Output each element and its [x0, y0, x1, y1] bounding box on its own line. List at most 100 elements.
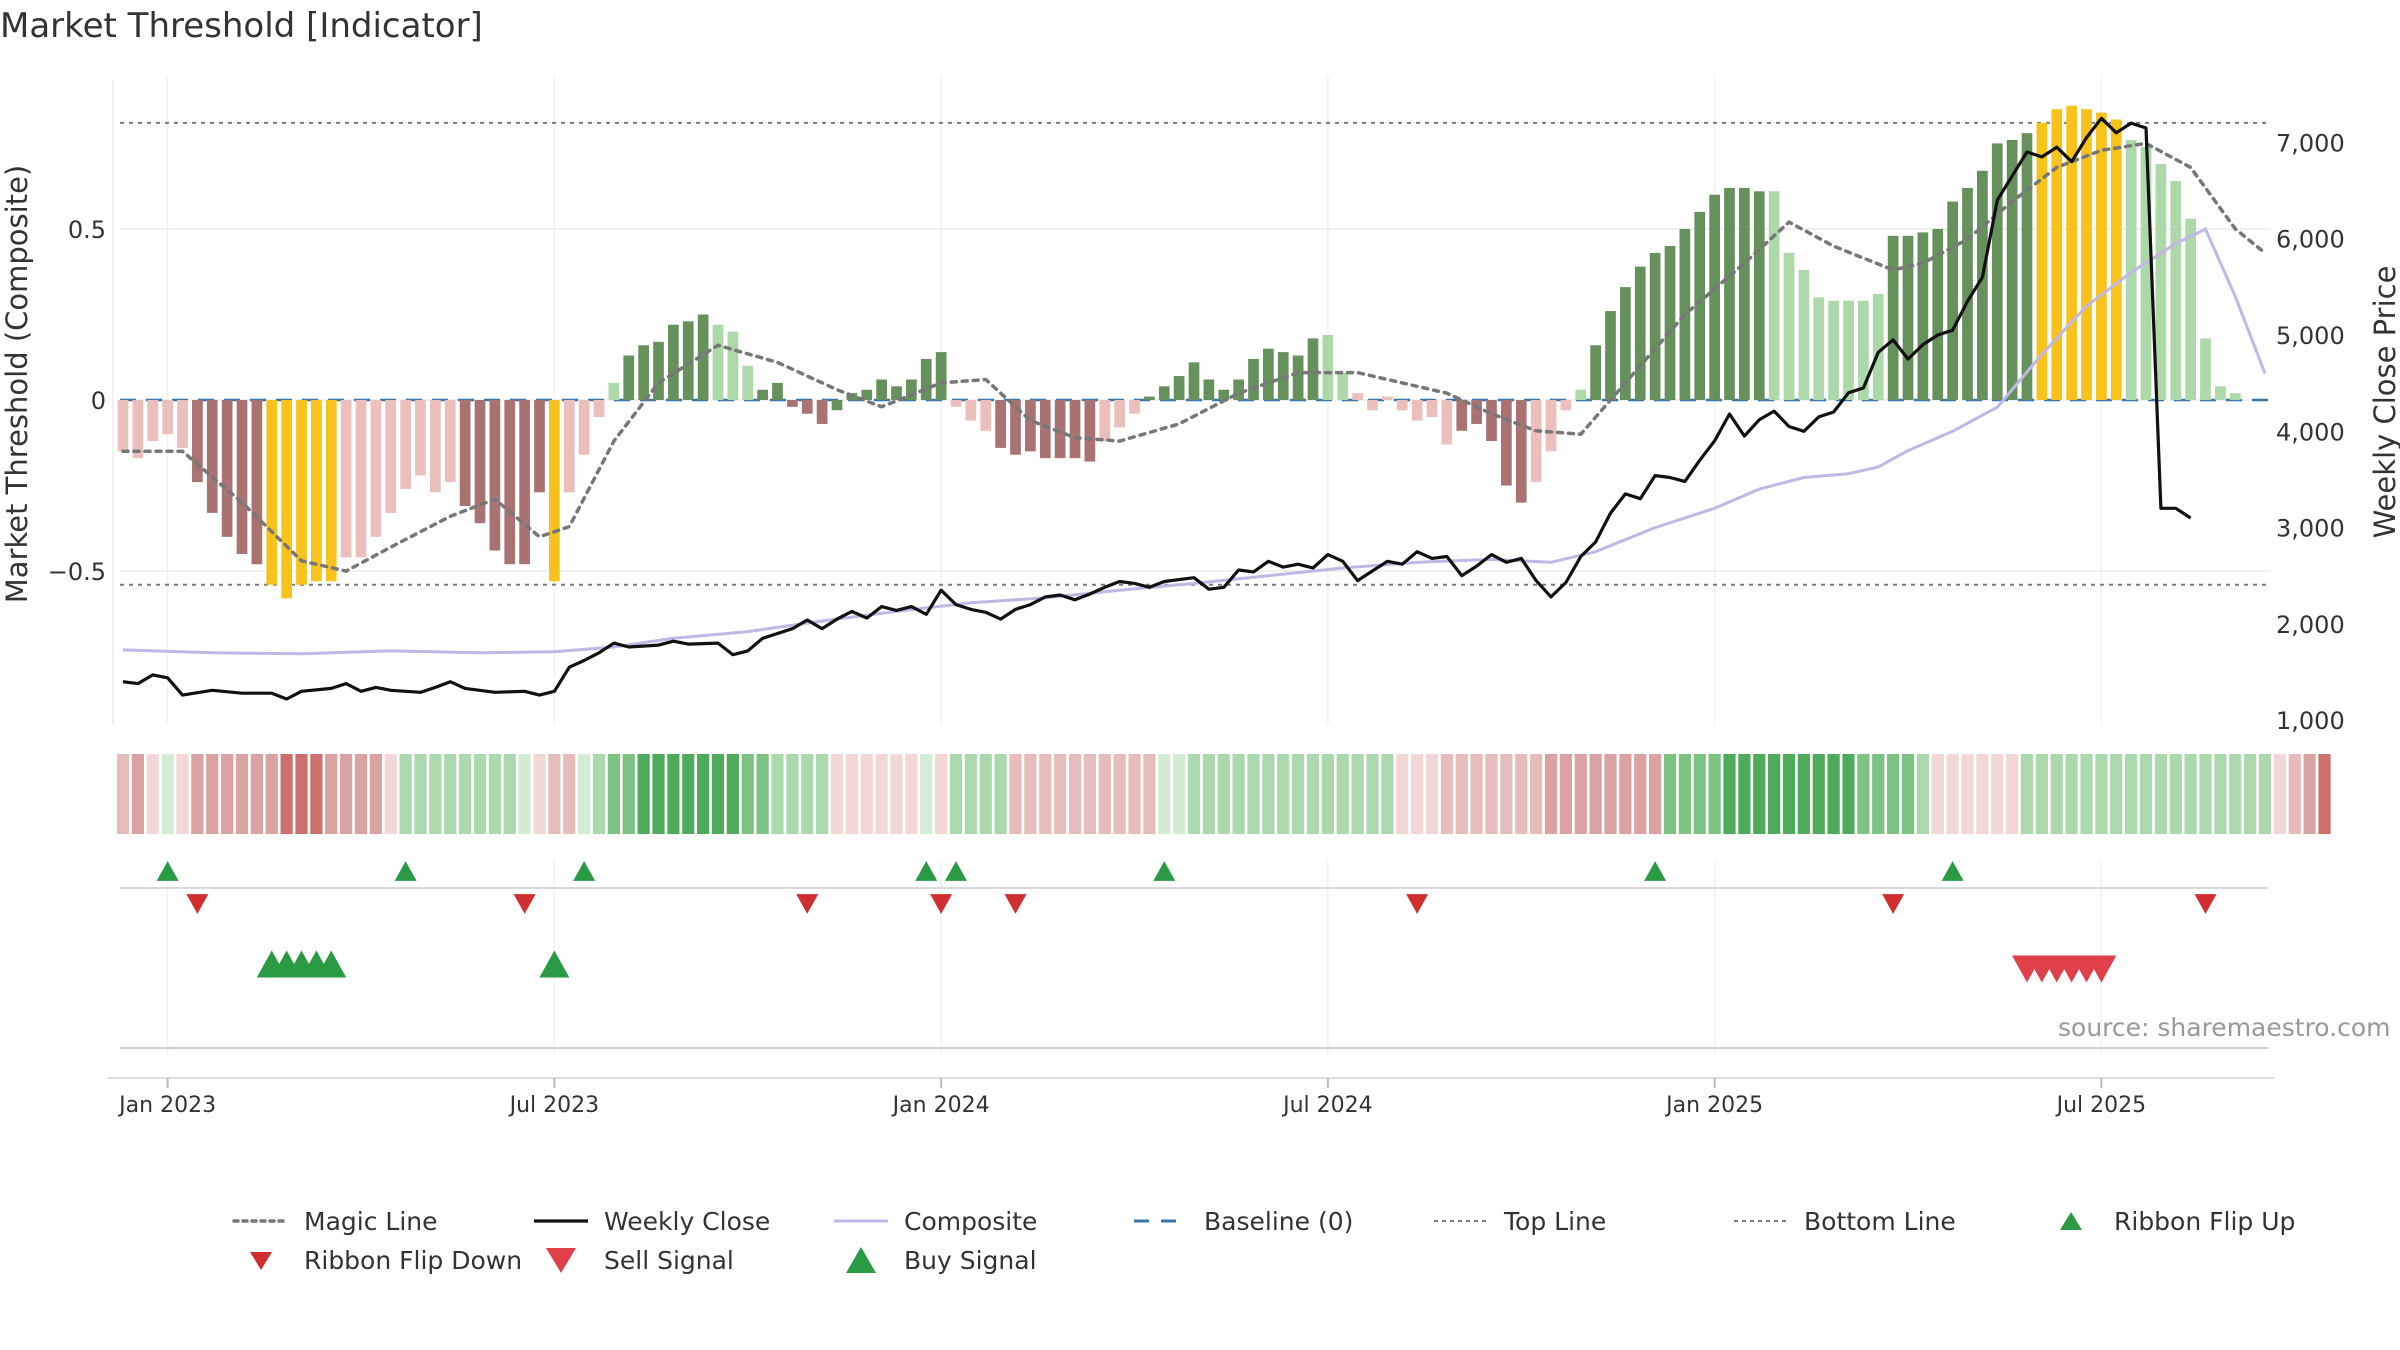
ribbon-cell	[816, 754, 829, 834]
axes: 0.5 0 −0.5 7,000 6,000 5,000 4,000 3,000 2,000 1,…	[48, 80, 2345, 735]
composite-bar	[385, 400, 397, 513]
y-tick-label-left: 0	[91, 387, 106, 415]
ribbon-cell	[756, 754, 769, 834]
composite-bar	[444, 400, 456, 483]
composite-bar	[935, 352, 947, 400]
y-tick-label-right: 3,000	[2276, 515, 2345, 543]
composite-bar	[995, 400, 1006, 448]
chart-title: Market Threshold [Indicator]	[0, 6, 483, 46]
ribbon-cell	[1500, 754, 1513, 834]
composite-bar	[325, 400, 337, 582]
composite-bar	[1962, 187, 1973, 400]
ribbon-cell	[473, 754, 487, 834]
composite-bar	[1560, 400, 1572, 411]
magic-line	[121, 141, 2267, 573]
composite-bar	[415, 400, 426, 476]
ribbon-cell	[1381, 754, 1394, 834]
ribbon-cell	[459, 754, 472, 834]
composite-bar	[1069, 400, 1081, 459]
composite-bar	[2215, 386, 2226, 400]
composite-bar	[1144, 396, 1155, 400]
composite-bar	[1337, 372, 1349, 400]
ribbon-cell	[920, 754, 933, 834]
composite-bar	[638, 345, 649, 400]
composite-bar	[1292, 355, 1304, 400]
composite-bar	[1173, 376, 1185, 400]
ribbon-cell	[726, 754, 739, 834]
ribbon-cell	[1232, 754, 1245, 834]
composite-bar	[1158, 386, 1170, 400]
composite-bar	[1991, 143, 2003, 400]
composite-bar	[772, 382, 783, 400]
ribbon-cell	[1976, 754, 1989, 834]
composite-bar	[2021, 133, 2033, 400]
ribbon-flip-down-marker	[2194, 894, 2217, 914]
legend-item-flipdown: Ribbon Flip Down	[230, 1242, 522, 1278]
ribbon-cell	[2214, 754, 2227, 834]
ribbon-cell	[1158, 754, 1171, 834]
composite-bar	[1649, 252, 1661, 400]
ribbon-cell	[2229, 754, 2242, 834]
composite-bar	[682, 321, 694, 400]
ribbon-cell	[1113, 754, 1126, 834]
sell-signal-marker	[2086, 955, 2117, 983]
composite-bar	[192, 400, 203, 483]
legend-item-buy: Buy Signal	[830, 1242, 1037, 1278]
composite-bar	[1367, 400, 1378, 411]
ribbon-cell	[1515, 754, 1528, 834]
composite-bar	[1218, 389, 1230, 400]
composite-bar	[668, 324, 679, 400]
ribbon-cell	[682, 754, 695, 834]
ribbon-cell	[235, 754, 249, 834]
ribbon-cell	[1187, 754, 1201, 834]
composite-bar	[1887, 235, 1899, 400]
composite-bar	[623, 355, 635, 400]
composite-bar	[1307, 338, 1319, 400]
composite-bar	[296, 400, 307, 585]
composite-bar	[653, 341, 664, 400]
legend-marker-bottom	[1734, 1220, 1788, 1222]
legend-label: Top Line	[1504, 1206, 1607, 1236]
ribbon-flip-up-marker	[1941, 861, 1964, 881]
composite-bar	[1486, 400, 1497, 442]
ribbon-cell	[533, 754, 546, 834]
composite-bar	[1263, 348, 1274, 400]
ribbon-cell	[310, 754, 323, 834]
composite-bar	[1917, 232, 1929, 400]
ribbon-cell	[1440, 754, 1453, 834]
ribbon-cell	[845, 754, 858, 834]
ribbon-cell	[1782, 754, 1796, 834]
composite-bar	[1471, 400, 1482, 424]
ribbon-cell	[1143, 754, 1156, 834]
ribbon-cell	[2184, 754, 2197, 834]
ribbon-cell	[1425, 754, 1439, 834]
ribbon-cell	[1277, 754, 1290, 834]
composite-bar	[2110, 119, 2122, 400]
ribbon-cell	[1128, 754, 1141, 834]
ribbon-cell	[116, 754, 130, 834]
ribbon-cell	[340, 754, 353, 834]
ribbon-cell	[444, 754, 457, 834]
ribbon-cell	[1455, 754, 1468, 834]
composite-bar	[950, 400, 962, 407]
ribbon-cell	[935, 754, 948, 834]
composite-bar	[1129, 400, 1140, 414]
composite-bar	[2066, 105, 2077, 400]
composite-bar	[563, 400, 575, 493]
composite-bar	[1411, 400, 1423, 421]
ribbon-cell	[1470, 754, 1483, 834]
ribbon-cell	[429, 754, 442, 834]
ribbon-cell	[1024, 754, 1037, 834]
ribbon-cell	[1619, 754, 1632, 834]
legend-marker-flipup	[2060, 1212, 2082, 1230]
ribbon-cell	[622, 754, 635, 834]
composite-bar	[2081, 109, 2092, 401]
ribbon-cell	[2199, 754, 2212, 834]
y-axis-right-label: Weekly Close Price	[2368, 266, 2400, 539]
composite-bar	[1843, 300, 1854, 400]
legend-marker-sell	[546, 1248, 576, 1273]
composite-bar	[1724, 187, 1735, 400]
composite-bar	[578, 400, 590, 455]
ribbon-cell	[1887, 754, 1900, 834]
